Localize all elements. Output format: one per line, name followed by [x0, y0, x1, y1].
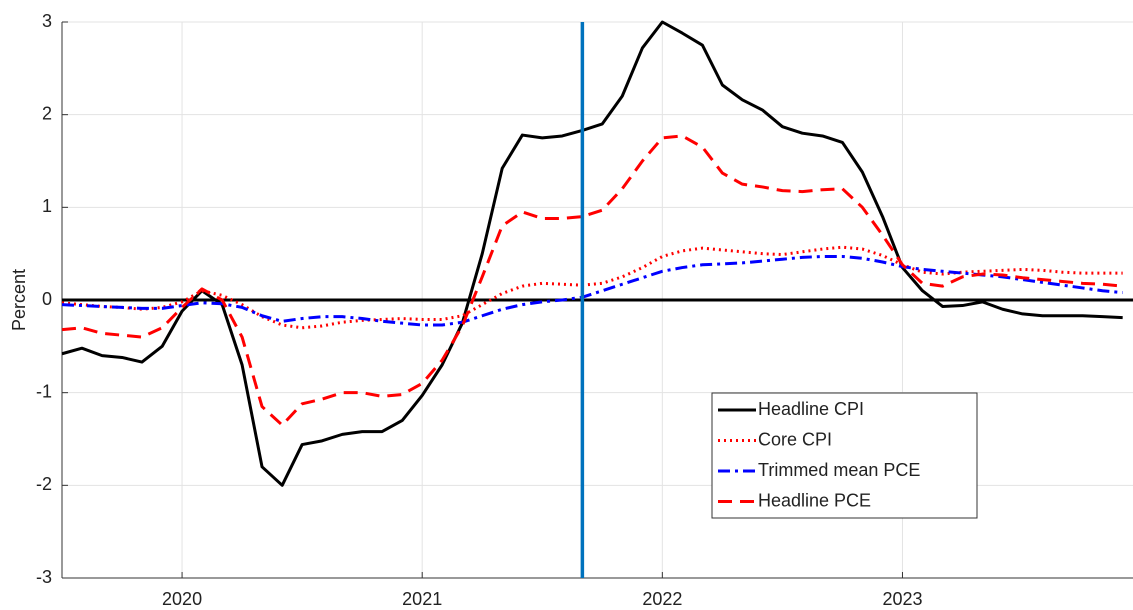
legend-label: Headline CPI — [758, 399, 864, 419]
legend-label: Core CPI — [758, 429, 832, 449]
legend-label: Headline PCE — [758, 490, 871, 510]
series-line — [61, 134, 1123, 427]
y-tick-label: -1 — [36, 381, 52, 401]
legend-box — [711, 392, 978, 519]
x-tick-label: 2022 — [642, 589, 682, 609]
series-line — [61, 245, 1123, 330]
x-tick-label: 2020 — [162, 589, 202, 609]
x-tick-label: 2023 — [882, 589, 922, 609]
series-line — [61, 254, 1123, 327]
y-tick-label: -3 — [36, 567, 52, 587]
y-axis-label: Percent — [9, 269, 29, 331]
y-tick-label: 1 — [42, 196, 52, 216]
y-tick-label: 0 — [42, 289, 52, 309]
y-tick-label: -2 — [36, 474, 52, 494]
legend-label: Trimmed mean PCE — [758, 460, 920, 480]
x-tick-label: 2021 — [402, 589, 442, 609]
y-tick-label: 3 — [42, 11, 52, 31]
y-tick-label: 2 — [42, 103, 52, 123]
series-line — [61, 20, 1123, 487]
